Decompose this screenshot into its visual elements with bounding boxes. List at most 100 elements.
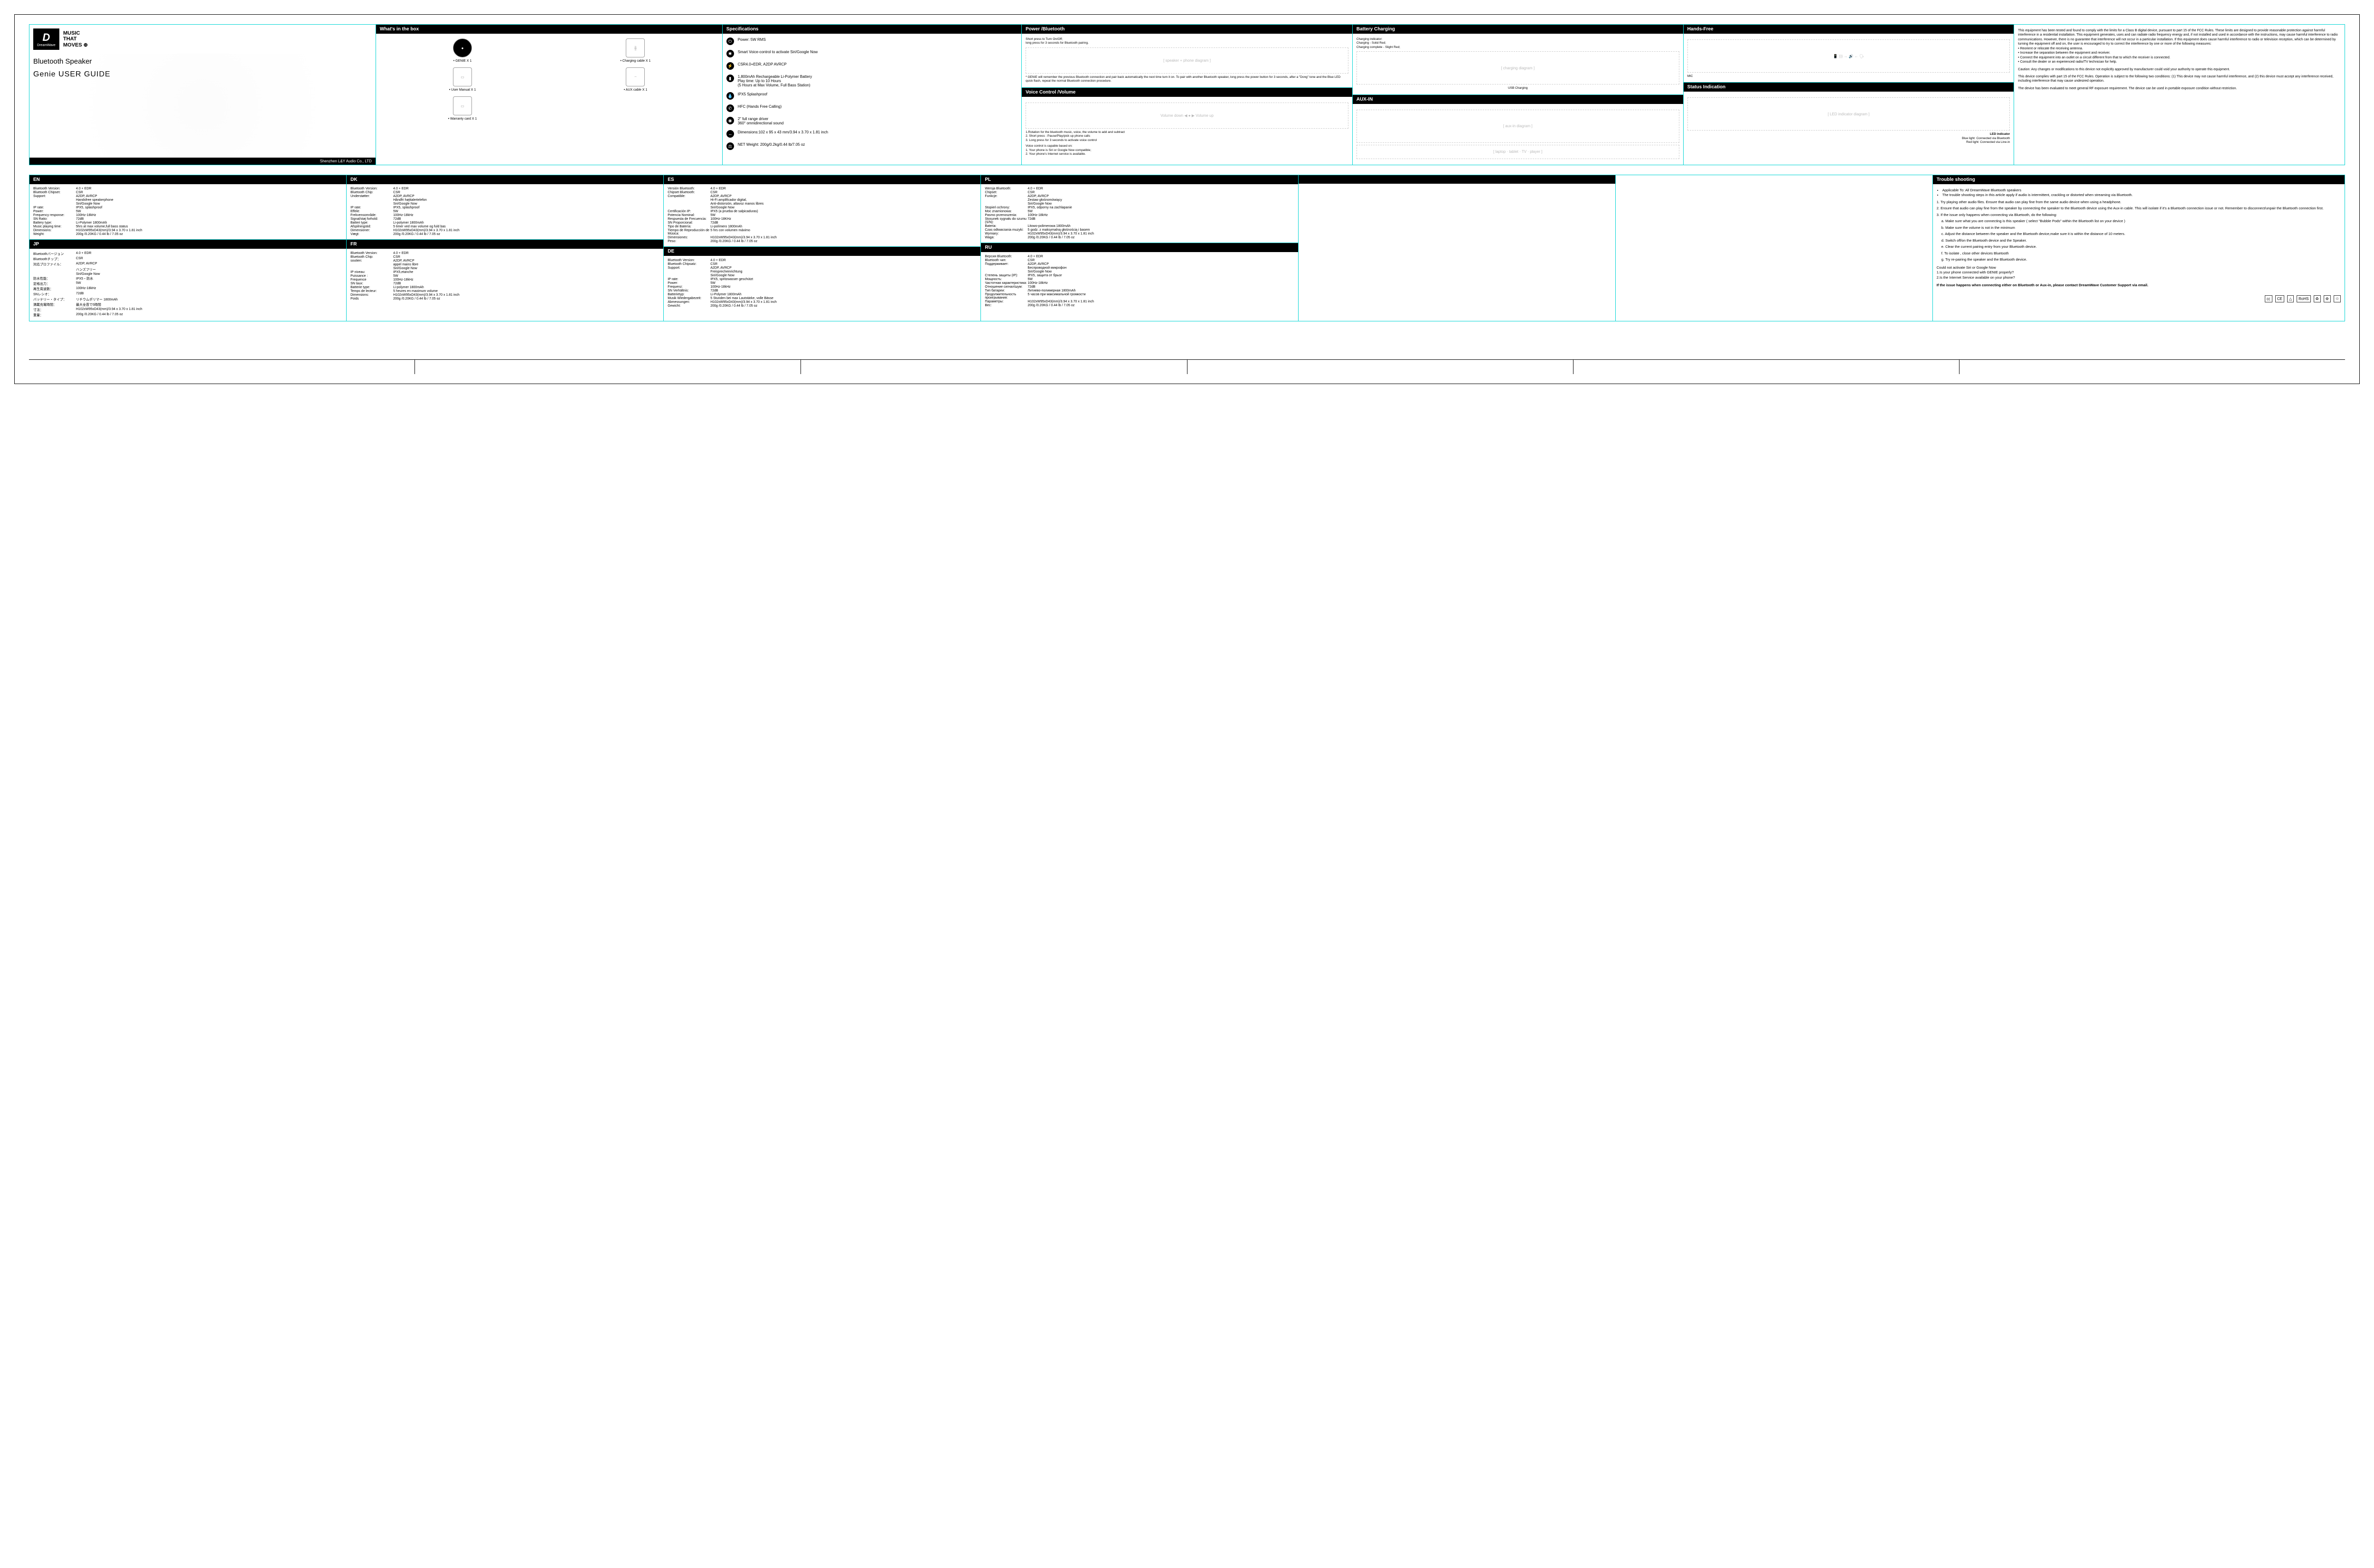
col-pl-ru: PLWersja Bluetooth:4.0 + EDRChipset:CSRF… <box>981 175 1298 321</box>
spec-row: Understøtter:A2DP, AVRCP <box>350 195 659 198</box>
spec-row: Bateria:Litowo-polimerowa 1800mAh <box>985 225 1294 228</box>
lang-de: DEBluetooth Version:4.0 + EDRBluetooth C… <box>664 247 980 311</box>
spec-row: Afspilningstid:5 timer ved max volume og… <box>350 225 659 228</box>
lang-dk: DKBluetooth Version:4.0 + EDRBluetooth C… <box>347 175 663 240</box>
spec-text: HFC (Hands Free Calling) <box>738 104 782 109</box>
spec-row: Bluetooth Chipset:CSR <box>33 191 342 194</box>
col-dk-fr: DK Bluetooth Version:4.0 + EDR Bluetooth C… <box>347 175 664 321</box>
box-item: ⎯ • AUX cable X 1 <box>554 67 717 92</box>
box-item-label: • AUX cable X 1 <box>624 88 648 92</box>
title-block-strip <box>29 359 2345 374</box>
spec-row: Power:5W <box>668 282 977 285</box>
spec-icon: ◉ <box>726 117 734 124</box>
spec-row: Moc znamionowa:5W <box>985 210 1294 213</box>
spec-icon: ✆ <box>726 104 734 112</box>
spec-row: Bluetooth Version:4.0 + EDR <box>350 187 659 190</box>
spec-row: Zestaw głośnomówiący <box>985 198 1294 202</box>
guide-title: Genie USER GUIDE <box>33 70 372 79</box>
spec-row: Siri/Google Now <box>350 202 659 206</box>
title-panel: D DreamWave MUSIC THAT MOVES ⊕ Bluetooth… <box>29 25 376 165</box>
spec-row: SN Ratio:72dB <box>33 217 342 221</box>
spec-row: Frequency response:100Hz-18kHz <box>33 214 342 217</box>
company-name: Shenzhen L&Y Audio Co., LTD <box>29 158 376 165</box>
box-item-icon: ▭ <box>453 96 472 115</box>
brand-name: DreamWave <box>37 44 56 47</box>
spec-row: Waga:200g /0.20KG / 0.44 lb / 7.05 oz <box>985 236 1294 239</box>
spec-row: Batteri type:Li-polymer 1800mAh <box>350 221 659 225</box>
spec-row: Frequence100Hz-18kHz <box>350 278 659 282</box>
spec-row: Dimensions:H102xW95xD43(mm)/3.94 x 3.70 … <box>350 293 659 297</box>
spec-row: Siri/Google Now <box>350 267 659 270</box>
spec-row: Bluetooth Chip:CSR <box>350 255 659 259</box>
box-item: ╫• Charging cable X 1 <box>554 38 717 63</box>
bottom-row: ENBluetooth Version:4.0 + EDRBluetooth C… <box>29 175 2345 321</box>
power-diagram: [ speaker + phone diagram ] <box>1026 47 1348 74</box>
spec-row: Musik Wiedergabezeit:5 Stunden bei max L… <box>668 297 977 300</box>
logo-letter: D <box>43 31 50 44</box>
col-blank <box>1299 175 1616 321</box>
spec-row: 寸法：H102xW95xD43(mm)/3.94 x 3.70 x 1.81 i… <box>33 308 342 312</box>
box-panel: What's in the box ●• GENIE X 1 ╫• Chargin… <box>376 25 723 165</box>
spec-row: Temps de lecteur:5 heures en maximum vol… <box>350 290 659 293</box>
lang-header: DK <box>347 175 663 184</box>
specs-header: Specifications <box>723 25 1021 34</box>
box-item-label: • User Manual X 1 <box>449 88 476 92</box>
lang-pl: PLWersja Bluetooth:4.0 + EDRChipset:CSRF… <box>981 175 1298 243</box>
spec-row: Bluetooth Version:4.0 + EDR <box>33 187 342 190</box>
spec-row: Bluetooth Version:4.0 + EDR <box>668 259 977 262</box>
specs-list: ⏻Power: 5W RMS✱Smart Voice-control to ac… <box>723 34 1021 159</box>
spec-row: Tipo de Batería:Li-polímero 1800mAh <box>668 225 977 228</box>
spec-row: Gewicht:200g /0.20KG / 0.44 lb / 7.05 oz <box>668 304 977 308</box>
specs-panel: Specifications ⏻Power: 5W RMS✱Smart Voic… <box>723 25 1022 165</box>
spec-row: IP niveau:IPX5,etanche <box>350 271 659 274</box>
brand-logo: D DreamWave <box>33 28 59 50</box>
spec-row: Battery type:Li-Polymer 1800mAh <box>33 221 342 225</box>
box-item: ●• GENIE X 1 <box>381 38 544 63</box>
spec-row: Versión Bluetooth:4.0 + EDR <box>668 187 977 190</box>
spec-row: Anti-distorsión, altavoz manos libres <box>668 202 977 206</box>
spec-row: Signal/støj forhold:72dB <box>350 217 659 221</box>
spec-text: 1,800mAh Rechargeable Li-Polymer Battery… <box>738 75 812 87</box>
tagline: MUSIC THAT MOVES ⊕ <box>63 30 88 47</box>
spec-row: Funkcje:A2DP, AVRCP <box>985 195 1294 198</box>
spec-item: ✆ HFC (Hands Free Calling) <box>726 104 1017 112</box>
spec-row: Siri/Google Now <box>668 274 977 277</box>
spec-item: ⏻ Power: 5W RMS <box>726 38 1017 45</box>
box-header: What's in the box <box>376 25 722 34</box>
spec-row: Продолжительность проигрывания:5 часов п… <box>985 293 1294 300</box>
box-item-icon: ● <box>453 38 472 57</box>
spec-item: ▮1,800mAh Rechargeable Li-Polymer Batter… <box>726 75 1017 87</box>
lang-header: EN <box>29 175 346 184</box>
lang-ru: RUВерсия Bluetooth:4.0 + EDRBluetooth чи… <box>981 243 1298 310</box>
spec-row: Wymiary:H102xW95xD43(mm)/3.94 x 3.70 x 1… <box>985 232 1294 235</box>
spec-text: 2" full range driver 360° omnidirectiona… <box>738 117 784 125</box>
spec-row: Peso:200g /0.20KG / 0.44 lb / 7.05 oz <box>668 240 977 243</box>
spec-row: Bluetoothチップ：CSR <box>33 257 342 262</box>
spec-row: Siri/Google Now <box>668 206 977 209</box>
cert-icons: ㏄CE△RoHS♻⚙♲ <box>1937 295 2341 302</box>
spec-item: ⚖ NET Weight: 200g/0.2kg/0.44 lb/7.05 oz <box>726 142 1017 150</box>
aux-header: AUX-IN <box>1353 95 1683 104</box>
spec-row: Chipset Bluetooth:CSR <box>668 191 977 194</box>
spec-row: 満載充電時間：最大全音で5時間 <box>33 302 342 307</box>
spec-icon: ⚖ <box>726 142 734 150</box>
spec-row: Siri/Google Now <box>33 272 342 276</box>
box-item-label: • Warranty card X 1 <box>448 117 477 121</box>
hands-header: Hands-Free <box>1684 25 2014 34</box>
box-item: ▭• User Manual X 1 <box>381 67 544 92</box>
spec-row: 重量：200g /0.20KG / 0.44 lb / 7.05 oz <box>33 313 342 318</box>
spec-text: NET Weight: 200g/0.2kg/0.44 lb/7.05 oz <box>738 142 805 147</box>
charging-aux-panel: Battery Charging Charging indicator: Cha… <box>1353 25 1684 165</box>
spec-icon: ⏻ <box>726 38 734 45</box>
spec-row: Pasmo przenoszenia:100Hz-18kHz <box>985 214 1294 217</box>
spec-row: SNレシオ：72dB <box>33 292 342 297</box>
hands-status-panel: Hands-Free 📱 ))) → 🔊 ← 🗣 MIC Status Indi… <box>1684 25 2015 165</box>
spec-text: IPX5 Splashproof <box>738 92 767 96</box>
box-grid: ●• GENIE X 1╫• Charging cable X 1▭• User… <box>376 34 722 125</box>
spec-text: Smart Voice-control to activate Siri/Goo… <box>738 50 818 54</box>
spec-text: Power: 5W RMS <box>738 38 766 42</box>
spec-row: Степень защиты (IP):IPX5, защита от брыз… <box>985 274 1294 277</box>
spec-row: Freisprecheinrichtung <box>668 270 977 273</box>
spec-row: Czas odtwarzania muzyki:5 godz. z maksym… <box>985 228 1294 232</box>
box-item-icon: ⎯ <box>626 67 645 86</box>
